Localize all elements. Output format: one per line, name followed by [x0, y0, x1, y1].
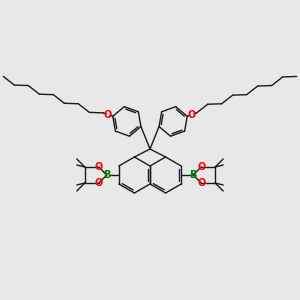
Text: B: B — [103, 170, 110, 180]
Text: O: O — [104, 110, 112, 120]
Text: O: O — [197, 178, 205, 188]
Text: O: O — [188, 110, 196, 120]
Text: O: O — [95, 178, 103, 188]
Text: O: O — [197, 162, 205, 172]
Text: B: B — [190, 170, 197, 180]
Text: O: O — [95, 162, 103, 172]
